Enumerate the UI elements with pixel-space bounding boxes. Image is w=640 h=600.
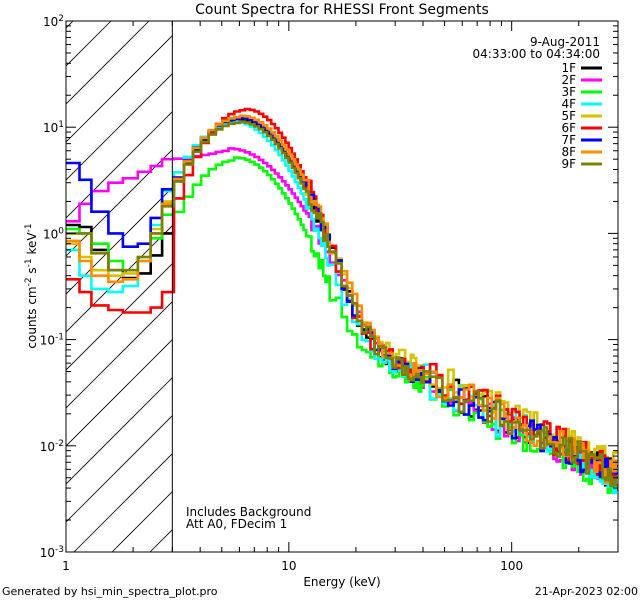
legend-label-1F: 1F [561,61,576,75]
time-range-label: 04:33:00 to 04:34:00 [473,47,600,61]
x-tick-label: 1 [62,559,70,573]
hatch-line [66,149,173,257]
legend-label-3F: 3F [561,85,576,99]
annotation-attenuator: Att A0, FDecim 1 [186,517,287,531]
hatch-line [66,225,173,333]
legend-label-4F: 4F [561,97,576,111]
y-tick-label: 10-2 [40,439,64,454]
series-line-9F [66,120,618,488]
hatch-line [73,453,173,552]
legend-label-9F: 9F [561,157,576,171]
x-tick-label: 10 [281,559,296,573]
hatch-line [66,21,150,105]
x-tick-label: 100 [500,559,523,573]
y-tick-label: 100 [43,226,64,241]
footer-timestamp: 21-Apr-2023 02:00 [535,585,638,598]
series-group [66,107,618,495]
hatch-line [66,415,173,523]
plot-frame [65,20,619,553]
y-tick-label: 10-1 [40,333,64,348]
legend-label-7F: 7F [561,133,576,147]
y-axis: 102 101 100 10-1 10-2 10-3 [40,14,618,560]
y-tick-label: 102 [43,14,64,29]
series-line-2F [66,147,618,491]
hatch-line [66,111,173,219]
legend-label-6F: 6F [561,121,576,135]
annotation-background: Includes Background [186,505,311,519]
y-tick-label: 101 [43,120,64,135]
footer-generated-by: Generated by hsi_min_spectra_plot.pro [2,585,218,598]
y-axis-label: counts cm-2 s-1 keV-1 [24,223,39,348]
legend-label-8F: 8F [561,145,576,159]
x-axis-label: Energy (keV) [303,575,380,589]
hatch-line [66,35,173,143]
legend-label-5F: 5F [561,109,576,123]
y-tick-label: 10-3 [40,545,64,560]
hatch-line [66,263,173,371]
hatch-line [66,377,173,485]
hatch-line [66,73,173,181]
hatch-line [66,21,112,67]
date-label: 9-Aug-2011 [530,35,600,49]
legend-label-2F: 2F [561,73,576,87]
x-axis: 1 10 100 [62,21,619,573]
chart-title: Count Spectra for RHESSI Front Segments [195,2,489,18]
